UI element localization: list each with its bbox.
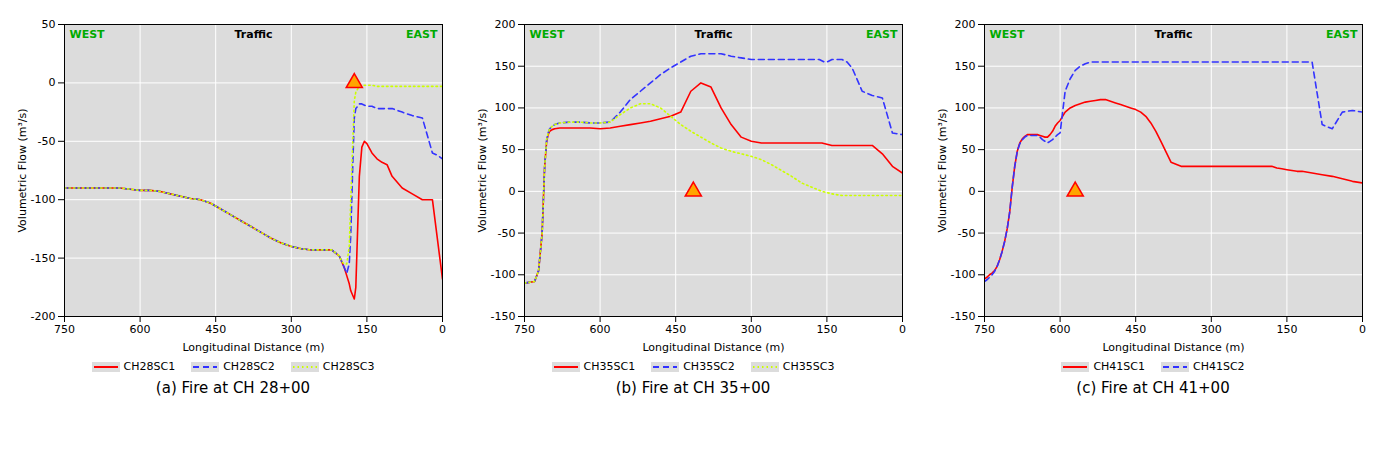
svg-text:50: 50 <box>42 18 56 31</box>
svg-text:100: 100 <box>495 101 516 114</box>
html-text:CH28SC3: CH28SC3 <box>322 360 375 373</box>
svg-text:600: 600 <box>1050 323 1071 336</box>
svg-text:-100: -100 <box>491 268 516 281</box>
svg-text:WEST: WEST <box>530 28 566 41</box>
svg-text:Volumetric Flow (m³/s): Volumetric Flow (m³/s) <box>476 108 489 232</box>
svg-text:150: 150 <box>495 60 516 73</box>
svg-text:600: 600 <box>590 323 611 336</box>
svg-text:-150: -150 <box>491 310 516 323</box>
html-text:CH41SC2: CH41SC2 <box>1193 360 1245 373</box>
svg-text:EAST: EAST <box>406 28 438 41</box>
svg-text:0: 0 <box>439 323 446 336</box>
svg-text:Traffic: Traffic <box>1155 28 1193 41</box>
svg-text:Traffic: Traffic <box>235 28 273 41</box>
svg-text:-150: -150 <box>31 252 56 265</box>
svg-text:EAST: EAST <box>866 28 898 41</box>
html-text:CH35SC2: CH35SC2 <box>683 360 735 373</box>
html-text:CH35SC3: CH35SC3 <box>782 360 835 373</box>
svg-text:100: 100 <box>955 101 976 114</box>
svg-text:600: 600 <box>130 323 151 336</box>
svg-text:50: 50 <box>962 143 976 156</box>
svg-text:Longitudinal Distance (m): Longitudinal Distance (m) <box>182 341 324 354</box>
svg-text:-200: -200 <box>31 310 56 323</box>
html-text:CH28SC2: CH28SC2 <box>223 360 275 373</box>
svg-text:-50: -50 <box>958 227 976 240</box>
html-text:(c) Fire at CH 41+00: (c) Fire at CH 41+00 <box>1076 379 1230 397</box>
svg-text:Longitudinal Distance (m): Longitudinal Distance (m) <box>1102 341 1244 354</box>
svg-text:150: 150 <box>356 323 377 336</box>
svg-text:300: 300 <box>281 323 302 336</box>
html-text:CH41SC1: CH41SC1 <box>1093 360 1145 373</box>
svg-text:Longitudinal Distance (m): Longitudinal Distance (m) <box>642 341 784 354</box>
svg-text:750: 750 <box>974 323 995 336</box>
svg-text:-50: -50 <box>38 135 56 148</box>
html-text:CH35SC1: CH35SC1 <box>583 360 636 373</box>
svg-text:0: 0 <box>899 323 906 336</box>
html-text:(b) Fire at CH 35+00: (b) Fire at CH 35+00 <box>615 379 771 397</box>
svg-text:150: 150 <box>955 60 976 73</box>
svg-text:450: 450 <box>1125 323 1146 336</box>
svg-text:150: 150 <box>816 323 837 336</box>
svg-text:300: 300 <box>1201 323 1222 336</box>
svg-text:750: 750 <box>514 323 535 336</box>
svg-text:200: 200 <box>955 18 976 31</box>
svg-text:Traffic: Traffic <box>695 28 733 41</box>
svg-text:Volumetric Flow (m³/s): Volumetric Flow (m³/s) <box>16 108 29 232</box>
svg-text:0: 0 <box>969 185 976 198</box>
svg-text:750: 750 <box>54 323 75 336</box>
svg-text:450: 450 <box>665 323 686 336</box>
svg-text:450: 450 <box>205 323 226 336</box>
svg-text:50: 50 <box>502 143 516 156</box>
svg-text:0: 0 <box>49 76 56 89</box>
svg-text:300: 300 <box>741 323 762 336</box>
svg-text:WEST: WEST <box>990 28 1026 41</box>
svg-text:-100: -100 <box>951 268 976 281</box>
html-text:CH28SC1: CH28SC1 <box>123 360 176 373</box>
svg-text:WEST: WEST <box>70 28 106 41</box>
svg-text:Volumetric Flow (m³/s): Volumetric Flow (m³/s) <box>936 108 949 232</box>
svg-text:-50: -50 <box>498 227 516 240</box>
svg-text:0: 0 <box>509 185 516 198</box>
svg-text:-150: -150 <box>951 310 976 323</box>
svg-text:150: 150 <box>1276 323 1297 336</box>
svg-text:EAST: EAST <box>1326 28 1358 41</box>
svg-text:0: 0 <box>1359 323 1366 336</box>
svg-text:200: 200 <box>495 18 516 31</box>
html-text:(a) Fire at CH 28+00: (a) Fire at CH 28+00 <box>155 379 311 397</box>
svg-text:-100: -100 <box>31 193 56 206</box>
